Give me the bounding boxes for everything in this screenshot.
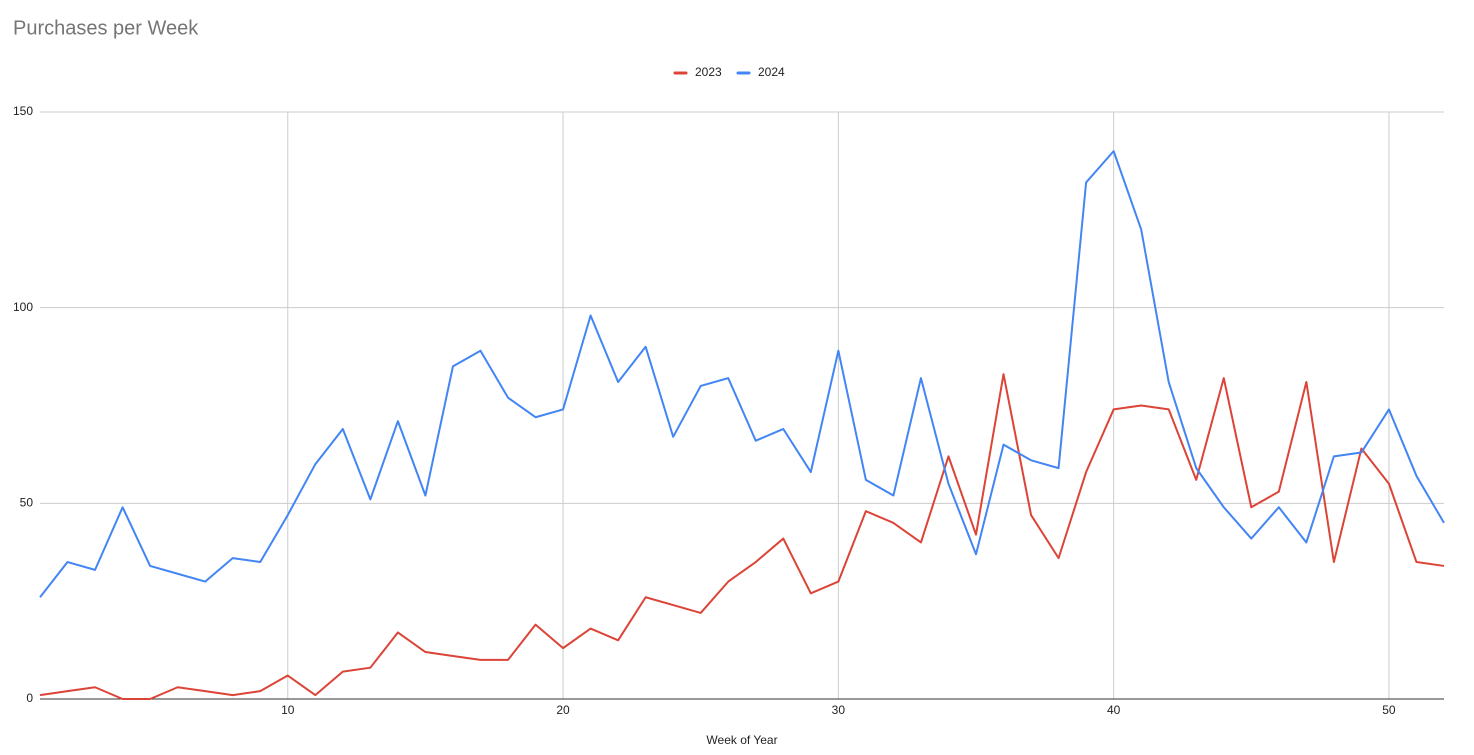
legend-label: 2023: [695, 65, 722, 79]
x-tick-label: 10: [281, 703, 295, 717]
chart-title: Purchases per Week: [13, 17, 199, 39]
y-tick-label: 100: [13, 300, 33, 314]
x-axis-label: Week of Year: [706, 733, 777, 747]
y-tick-label: 150: [13, 104, 33, 118]
x-tick-label: 50: [1382, 703, 1396, 717]
y-tick-label: 0: [26, 691, 33, 705]
x-tick-label: 30: [832, 703, 846, 717]
series-line: [39, 150, 1445, 598]
series-line: [39, 373, 1445, 700]
legend-label: 2024: [758, 65, 785, 79]
x-tick-label: 20: [556, 703, 570, 717]
x-tick-label: 40: [1107, 703, 1121, 717]
y-tick-label: 50: [20, 496, 34, 510]
